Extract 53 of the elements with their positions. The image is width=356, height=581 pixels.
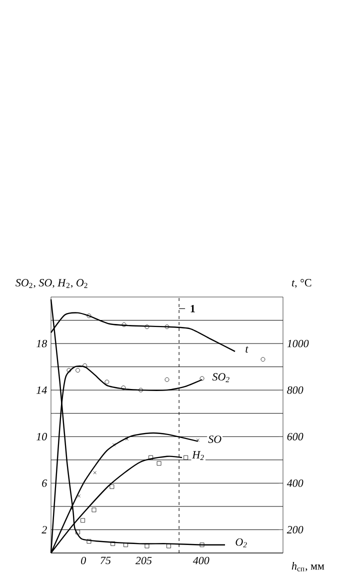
series-label: SO (208, 436, 222, 443)
point (148, 455, 153, 460)
point (110, 484, 114, 489)
point (86, 314, 92, 318)
y2-tick-label: 600 (287, 432, 304, 440)
point (144, 324, 150, 329)
point (66, 368, 72, 373)
point (184, 455, 188, 460)
point (112, 443, 116, 446)
point (156, 461, 162, 466)
y-tick-label: 18 (36, 340, 48, 348)
y-tick-label: 10 (36, 432, 47, 440)
point (138, 388, 143, 392)
y-tick-label: 2 (42, 526, 47, 534)
point (164, 377, 170, 382)
point (93, 471, 96, 474)
point (77, 494, 81, 498)
y2-tick-label: 200 (286, 526, 304, 534)
point (104, 380, 110, 384)
point (124, 542, 128, 548)
x-tick-label: 0 (81, 556, 86, 564)
point (76, 530, 80, 534)
point (164, 324, 170, 329)
y2-axis-title: t, °C (292, 279, 312, 288)
point (70, 507, 74, 510)
series-label: O$_{2}$ (236, 538, 247, 548)
x-tick-label: 75 (100, 556, 111, 564)
annotation: 1 (190, 305, 195, 312)
point (144, 544, 150, 548)
y2-tick-label: 1000 (287, 340, 309, 348)
point (200, 542, 204, 548)
point (82, 363, 88, 368)
y2-tick-label: 800 (287, 386, 304, 394)
x-tick-label: 205 (135, 556, 152, 564)
y2-tick-label: 400 (286, 479, 304, 487)
point (76, 368, 80, 373)
y-axis-title: SO$_{2}$, SO, H$_{2}$, O$_{2}$ (16, 279, 88, 288)
point (125, 437, 129, 441)
y-tick-label: 6 (42, 479, 48, 487)
point (121, 386, 126, 390)
point (260, 357, 266, 362)
x-axis-title: h$_{сп}$, мм (292, 562, 324, 572)
point (110, 541, 116, 546)
series-label: H$_{2}$ (192, 451, 204, 460)
point (92, 508, 96, 512)
point (122, 322, 126, 327)
point (80, 518, 85, 523)
series-label: SO$_{2}$ (212, 373, 230, 382)
x-tick-label: 400 (192, 556, 210, 564)
point (86, 539, 92, 544)
y-tick-label: 14 (36, 386, 47, 394)
point (166, 544, 171, 548)
series-label: t (246, 346, 248, 353)
